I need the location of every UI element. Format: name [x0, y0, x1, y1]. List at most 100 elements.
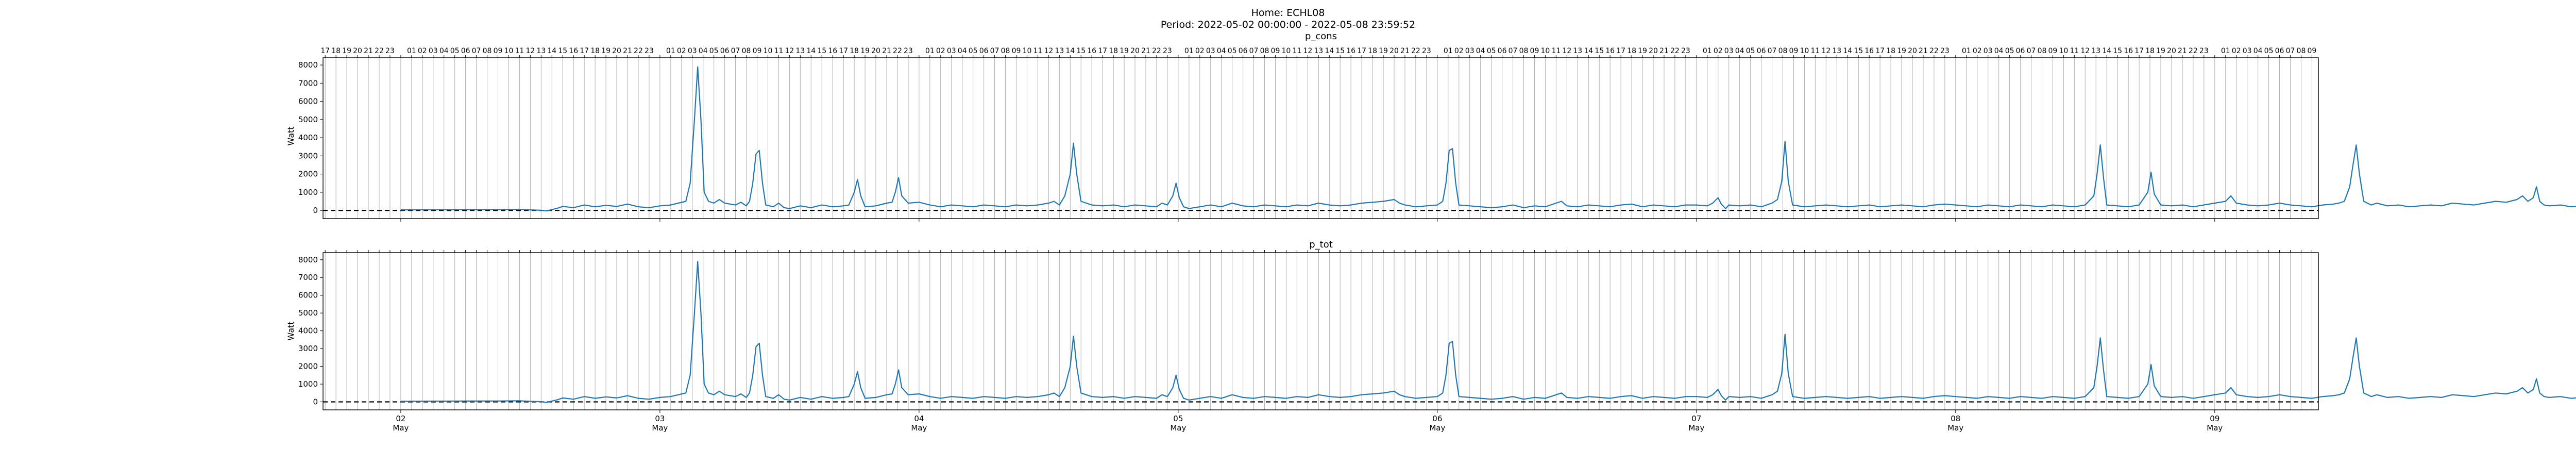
x-top-tick-label: 16 [2124, 47, 2133, 55]
x-top-tick-label: 02 [677, 47, 686, 55]
x-top-tick-label: 16 [1346, 47, 1355, 55]
x-top-tick-label: 23 [1940, 47, 1950, 55]
x-top-tick-label: 19 [1120, 47, 1129, 55]
x-top-tick-label: 23 [1422, 47, 1431, 55]
x-top-tick-label: 02 [1195, 47, 1205, 55]
x-top-tick-label: 05 [709, 47, 719, 55]
x-top-tick-label: 16 [828, 47, 837, 55]
x-top-tick-label: 11 [2070, 47, 2079, 55]
x-top-tick-label: 18 [590, 47, 600, 55]
x-top-tick-label: 01 [407, 47, 416, 55]
x-top-tick-label: 09 [2048, 47, 2058, 55]
x-top-tick-label: 17 [1357, 47, 1366, 55]
x-top-tick-label: 11 [774, 47, 784, 55]
x-top-tick-label: 03 [688, 47, 697, 55]
x-top-tick-label: 17 [1616, 47, 1625, 55]
x-top-tick-label: 16 [1865, 47, 1874, 55]
x-day-tick-label: 08 [1951, 414, 1960, 423]
x-top-tick-label: 01 [1962, 47, 1971, 55]
x-top-tick-label: 02 [2232, 47, 2241, 55]
x-top-tick-label: 22 [634, 47, 643, 55]
x-top-tick-label: 20 [1389, 47, 1399, 55]
x-top-tick-label: 13 [795, 47, 805, 55]
x-top-tick-label: 19 [1897, 47, 1906, 55]
x-top-tick-label: 15 [1854, 47, 1863, 55]
x-top-tick-label: 14 [2102, 47, 2111, 55]
x-top-tick-label: 05 [2264, 47, 2274, 55]
x-top-tick-label: 22 [2189, 47, 2198, 55]
y-tick-label: 8000 [298, 255, 318, 264]
x-top-tick-label: 16 [569, 47, 578, 55]
x-top-tick-label: 09 [753, 47, 762, 55]
chart-panel-p-tot: p_tot Watt 0 1000 2000 3000 4000 5000 6000 7000… [286, 239, 2576, 433]
x-day-tick-label: 02 [396, 414, 405, 423]
x-top-tick-label: 05 [1746, 47, 1755, 55]
x-top-tick-label: 05 [1228, 47, 1237, 55]
x-month-tick-label: May [911, 423, 927, 433]
x-top-tick-label: 07 [731, 47, 740, 55]
x-top-tick-label: 09 [1271, 47, 1280, 55]
y-tick-label: 7000 [298, 78, 318, 88]
x-top-tick-label: 02 [1973, 47, 1982, 55]
page-title-period: Period: 2022-05-02 00:00:00 - 2022-05-08… [1160, 19, 1416, 30]
x-top-tick-label: 02 [1714, 47, 1723, 55]
x-top-tick-label: 10 [504, 47, 514, 55]
x-top-tick-label: 20 [871, 47, 880, 55]
x-top-tick-label: 09 [1789, 47, 1799, 55]
y-tick-label: 6000 [298, 291, 318, 300]
x-top-tick-label: 06 [1498, 47, 1507, 55]
x-top-tick-label: 15 [2113, 47, 2122, 55]
x-day-tick-label: 05 [1173, 414, 1183, 423]
x-top-tick-label: 03 [429, 47, 438, 55]
x-top-tick-label: 15 [1595, 47, 1604, 55]
x-top-tick-label: 07 [2027, 47, 2036, 55]
x-top-tick-label: 10 [1282, 47, 1291, 55]
x-top-tick-label: 12 [785, 47, 794, 55]
x-top-tick-label: 22 [893, 47, 902, 55]
x-top-tick-label: 17 [1875, 47, 1885, 55]
x-top-tick-label: 13 [1055, 47, 1064, 55]
x-top-tick-label: 19 [1638, 47, 1647, 55]
x-top-tick-label: 01 [1444, 47, 1453, 55]
x-top-tick-label: 12 [1044, 47, 1053, 55]
x-top-tick-label: 20 [1130, 47, 1140, 55]
x-top-tick-label: 04 [958, 47, 967, 55]
x-top-tick-label: 20 [1908, 47, 1917, 55]
x-top-tick-label: 05 [450, 47, 460, 55]
chart-panel-p-cons: p_cons Watt 17 18 19 20 21 22 23 01 02 03 04 05 06 07… [286, 31, 2576, 222]
x-top-tick-label: 18 [1109, 47, 1118, 55]
x-top-tick-label: 06 [2016, 47, 2025, 55]
x-top-tick-label: 23 [1163, 47, 1172, 55]
x-top-tick-label: 13 [536, 47, 546, 55]
x-top-tick-label: 23 [2199, 47, 2209, 55]
x-top-tick-label: 09 [494, 47, 503, 55]
y-tick-label: 2000 [298, 362, 318, 371]
x-month-tick-label: May [2207, 423, 2223, 433]
x-month-tick-label: May [1688, 423, 1704, 433]
x-top-tick-label: 11 [515, 47, 524, 55]
x-top-tick-label: 18 [2145, 47, 2155, 55]
x-top-tick-label: 10 [1023, 47, 1032, 55]
x-top-tick-label: 14 [1065, 47, 1075, 55]
x-day-tick-label: 06 [1432, 414, 1442, 423]
x-top-tick-label: 21 [1659, 47, 1669, 55]
x-top-tick-label: 20 [612, 47, 621, 55]
x-month-tick-label: May [1429, 423, 1445, 433]
x-top-tick-label: 12 [2080, 47, 2090, 55]
x-top-tick-label: 08 [2038, 47, 2047, 55]
x-top-tick-label: 02 [1454, 47, 1464, 55]
x-top-tick-label: 03 [1724, 47, 1734, 55]
page-title: Home: ECHL08 Period: 2022-05-02 00:00:00… [0, 7, 2576, 31]
x-top-tick-label: 19 [2156, 47, 2165, 55]
x-day-tick-label: 04 [914, 414, 924, 423]
x-top-tick-label: 04 [1994, 47, 2004, 55]
x-top-tick-label: 22 [1152, 47, 1161, 55]
x-top-tick-label: 07 [472, 47, 481, 55]
y-tick-label: 4000 [298, 133, 318, 142]
x-top-tick-label: 22 [375, 47, 384, 55]
x-top-tick-label: 11 [1810, 47, 1820, 55]
x-top-tick-label: 04 [439, 47, 449, 55]
x-top-tick-label: 15 [1076, 47, 1086, 55]
x-top-tick-label: 11 [1551, 47, 1561, 55]
